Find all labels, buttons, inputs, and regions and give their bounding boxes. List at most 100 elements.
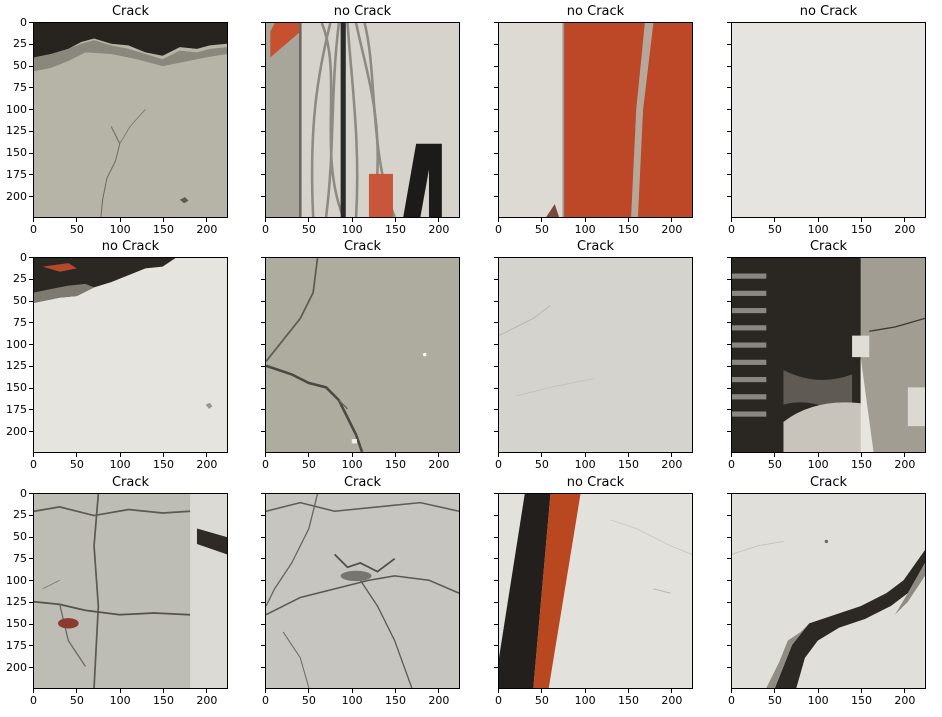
y-tick-mark (727, 580, 731, 582)
y-tick-mark (29, 623, 33, 625)
y-tick-mark (261, 365, 265, 367)
x-tick-label: 0 (30, 223, 37, 236)
y-tick-mark (29, 536, 33, 538)
y-tick-mark (494, 300, 498, 302)
x-tick-label: 100 (807, 458, 829, 471)
y-tick-mark (29, 43, 33, 45)
y-tick-mark (29, 130, 33, 132)
x-tick-label: 200 (661, 694, 683, 707)
y-tick-mark (261, 536, 265, 538)
x-tick-label: 0 (495, 694, 502, 707)
x-tick-label: 50 (767, 458, 782, 471)
y-tick-mark (727, 22, 731, 23)
x-tick-label: 200 (428, 223, 450, 236)
y-tick-mark (261, 387, 265, 389)
y-tick-mark (727, 601, 731, 603)
x-tick-label: 0 (30, 458, 37, 471)
x-tick-label: 150 (618, 458, 639, 471)
x-tick-mark (817, 689, 819, 693)
y-tick-mark (29, 667, 33, 669)
y-tick-label: 50 (13, 59, 27, 73)
panel-title: Crack (576, 239, 615, 254)
x-tick-mark (119, 689, 121, 693)
y-tick-label: 50 (13, 294, 27, 308)
y-tick-mark (727, 257, 731, 258)
panel-title: no Crack (566, 475, 625, 490)
y-tick-mark (29, 322, 33, 324)
y-tick-mark (494, 580, 498, 582)
x-tick-mark (163, 218, 164, 222)
y-tick-mark (727, 623, 731, 625)
x-tick-mark (671, 218, 673, 222)
y-tick-mark (29, 601, 33, 603)
y-tick-label: 0 (20, 250, 27, 264)
y-tick-mark (494, 43, 498, 45)
panel-image (731, 493, 926, 689)
y-tick-mark (261, 344, 265, 346)
panel-title: no Crack (799, 4, 858, 19)
y-tick-mark (727, 87, 731, 89)
y-tick-mark (727, 536, 731, 538)
y-tick-label: 25 (13, 508, 27, 522)
x-tick-mark (861, 689, 862, 693)
x-tick-label: 0 (728, 223, 735, 236)
y-tick-mark (29, 65, 33, 67)
x-tick-label: 200 (661, 223, 683, 236)
x-tick-label: 100 (807, 223, 829, 236)
x-tick-label: 50 (69, 458, 84, 471)
x-tick-mark (206, 453, 208, 457)
y-tick-mark (727, 409, 731, 411)
x-tick-mark (76, 689, 78, 693)
y-tick-mark (29, 514, 33, 516)
x-tick-mark (163, 453, 164, 457)
x-tick-label: 100 (807, 694, 829, 707)
y-tick-mark (727, 431, 731, 433)
x-tick-mark (861, 453, 862, 457)
panel-image (33, 493, 228, 689)
panel-title: Crack (111, 475, 150, 490)
y-tick-mark (727, 152, 731, 154)
x-tick-label: 100 (109, 223, 131, 236)
x-tick-label: 50 (301, 223, 316, 236)
x-tick-label: 150 (153, 223, 174, 236)
y-tick-mark (494, 493, 498, 494)
y-tick-mark (29, 409, 33, 411)
y-tick-label: 200 (6, 189, 27, 203)
panel-title: Crack (343, 475, 382, 490)
x-tick-mark (541, 689, 543, 693)
y-tick-mark (29, 174, 33, 176)
x-tick-label: 0 (728, 694, 735, 707)
x-tick-label: 150 (385, 694, 406, 707)
x-tick-label: 150 (153, 694, 174, 707)
y-tick-mark (494, 322, 498, 324)
x-tick-mark (817, 453, 819, 457)
x-tick-mark (498, 453, 499, 457)
panel-image (33, 22, 228, 218)
y-tick-mark (29, 196, 33, 198)
x-tick-mark (628, 453, 629, 457)
y-tick-mark (261, 645, 265, 647)
x-tick-mark (774, 453, 776, 457)
y-tick-label: 125 (6, 359, 27, 373)
y-tick-mark (261, 667, 265, 669)
y-tick-mark (261, 87, 265, 89)
panel-title: no Crack (101, 239, 160, 254)
x-tick-mark (498, 218, 499, 222)
y-tick-mark (494, 667, 498, 669)
y-tick-mark (494, 387, 498, 389)
y-tick-mark (261, 43, 265, 45)
y-tick-label: 0 (20, 15, 27, 29)
x-tick-mark (731, 218, 732, 222)
x-tick-label: 50 (301, 694, 316, 707)
panel-title: no Crack (566, 4, 625, 19)
y-tick-mark (261, 601, 265, 603)
y-tick-mark (261, 409, 265, 411)
x-tick-label: 200 (196, 458, 218, 471)
y-tick-mark (29, 109, 33, 111)
x-tick-mark (206, 218, 208, 222)
x-tick-label: 0 (30, 694, 37, 707)
y-tick-mark (261, 65, 265, 67)
y-tick-label: 75 (13, 315, 27, 329)
y-tick-mark (494, 152, 498, 154)
